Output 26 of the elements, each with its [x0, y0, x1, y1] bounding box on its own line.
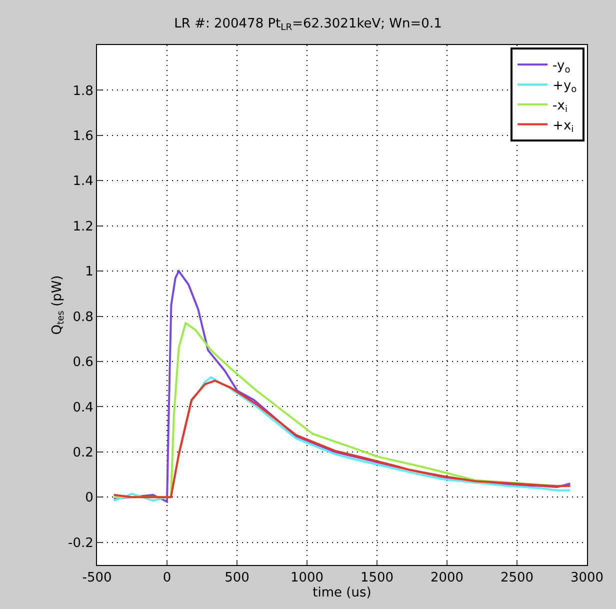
x-tick-label: 3000: [570, 570, 604, 586]
legend-label: -x$_{i}$: [552, 98, 568, 116]
y-tick-label: 0: [85, 490, 94, 506]
y-tick-label: 1: [85, 264, 94, 280]
x-tick-label: 2000: [430, 570, 464, 586]
legend-label: -y$_{o}$: [552, 58, 571, 76]
y-tick-label: 0.6: [72, 355, 94, 370]
x-tick-label: 1000: [290, 570, 324, 586]
y-tick-label: -0.2: [68, 536, 94, 551]
chart-title: LR #: 200478 Pt$_{LR}$=62.3021keV; Wn=0.1: [174, 16, 442, 34]
y-tick-label: 0.8: [72, 310, 94, 325]
y-tick-label: 0.4: [72, 400, 94, 416]
x-tick-label: 500: [224, 570, 250, 586]
y-tick-label: 1.6: [72, 128, 94, 144]
legend-label: +x$_{i}$: [552, 118, 574, 136]
x-tick-label: 0: [162, 570, 172, 586]
x-axis-title: time (us): [312, 586, 372, 601]
line-series: [112, 270, 572, 503]
y-tick-label: 1.8: [72, 84, 94, 99]
y-tick-label: 0.2: [72, 446, 94, 461]
y-tick-label: 1.2: [72, 219, 94, 234]
y-tick-label: 1.4: [72, 174, 94, 190]
legend-label: +y$_{o}$: [552, 78, 578, 96]
x-tick-label: 1500: [360, 570, 394, 586]
x-tick-label: -500: [82, 570, 112, 586]
x-tick-label: 2500: [500, 570, 534, 586]
